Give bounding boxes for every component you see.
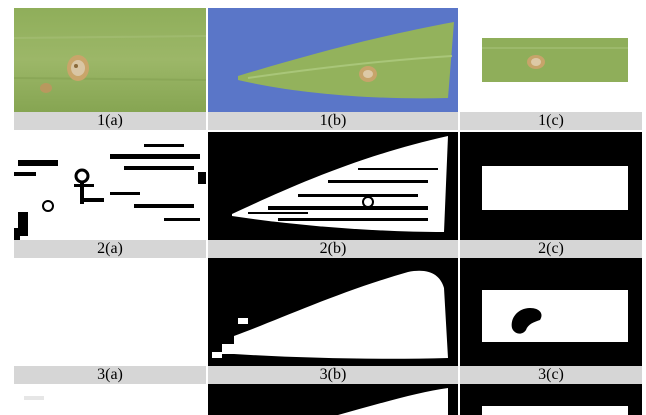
image-3c-lesion-mask xyxy=(460,258,642,366)
image-3b-mask xyxy=(208,258,458,366)
caption-3a: 3(a) xyxy=(14,366,206,384)
image-2c-binary xyxy=(460,132,642,240)
caption-2a: 2(a) xyxy=(14,240,206,258)
caption-3c: 3(c) xyxy=(460,366,642,384)
figure-grid: 1(a) 2(a) xyxy=(14,8,642,415)
image-2a-binary xyxy=(14,132,206,240)
caption-1b: 1(b) xyxy=(208,112,458,130)
image-1a-leaf-closeup xyxy=(14,8,206,112)
caption-2b: 2(b) xyxy=(208,240,458,258)
image-4a-partial xyxy=(14,384,206,415)
image-4b-partial xyxy=(208,384,458,415)
caption-2c: 2(c) xyxy=(460,240,642,258)
caption-3b: 3(b) xyxy=(208,366,458,384)
caption-1a: 1(a) xyxy=(14,112,206,130)
image-1c-cropped-leaf xyxy=(460,8,642,112)
image-2b-binary xyxy=(208,132,458,240)
image-4c-partial xyxy=(460,384,642,415)
image-1b-leaf-on-blue xyxy=(208,8,458,112)
image-3a-mask xyxy=(14,258,206,366)
caption-1c: 1(c) xyxy=(460,112,642,130)
